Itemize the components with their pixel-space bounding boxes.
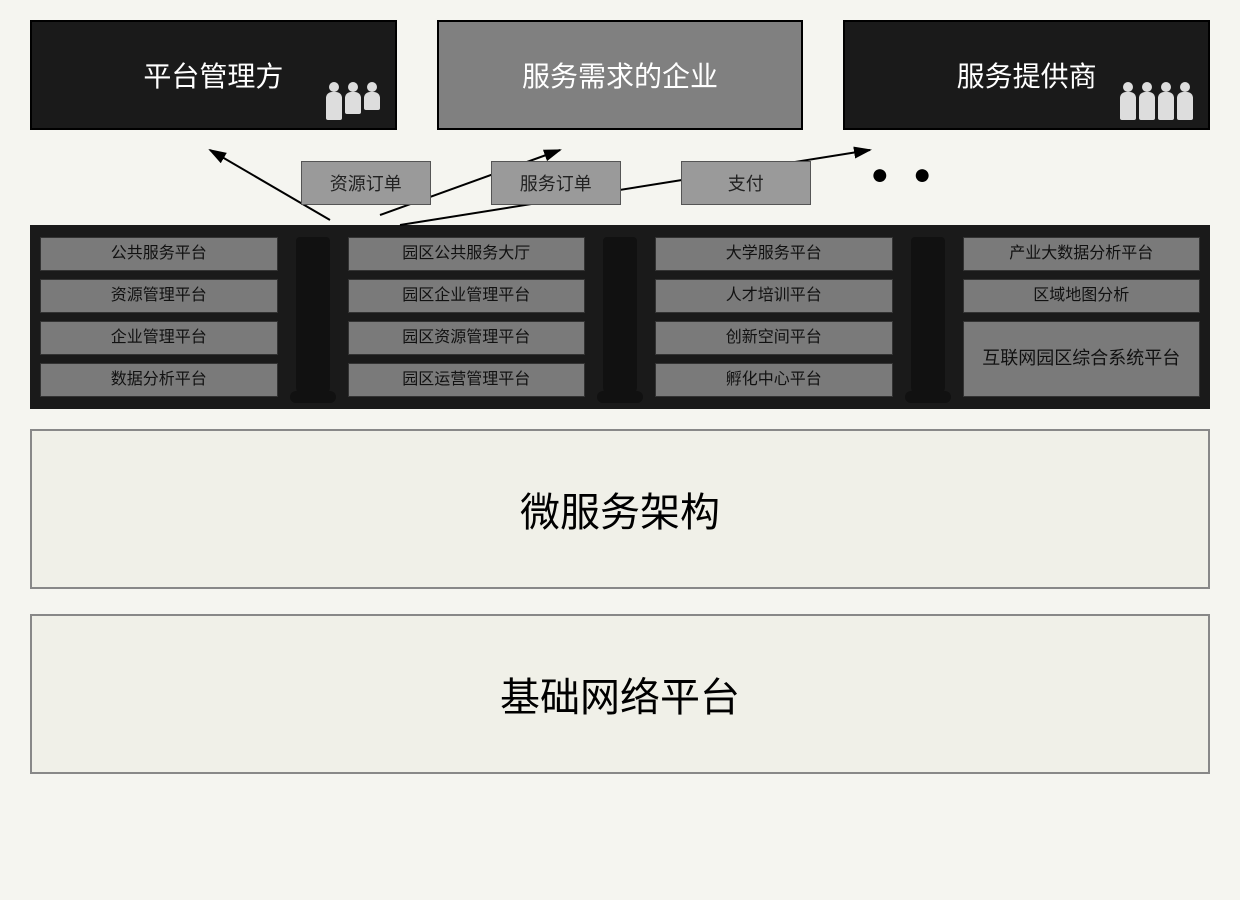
chip-resource-order: 资源订单	[301, 161, 431, 205]
layer-label: 基础网络平台	[500, 665, 740, 723]
platform-cell: 资源管理平台	[40, 279, 278, 313]
actor-service-provider: 服务提供商	[843, 20, 1210, 130]
platform-band: 公共服务平台 资源管理平台 企业管理平台 数据分析平台 园区公共服务大厅 园区企…	[30, 225, 1210, 409]
pillar-divider	[603, 237, 637, 397]
layer-network: 基础网络平台	[30, 614, 1210, 774]
platform-cell: 创新空间平台	[655, 321, 893, 355]
platform-cell: 企业管理平台	[40, 321, 278, 355]
actor-label: 平台管理方	[143, 55, 283, 95]
platform-cell: 园区公共服务大厅	[348, 237, 586, 271]
actor-label: 服务需求的企业	[522, 55, 718, 95]
actor-enterprise: 服务需求的企业	[437, 20, 804, 130]
platform-col-2: 园区公共服务大厅 园区企业管理平台 园区资源管理平台 园区运营管理平台	[348, 237, 586, 397]
layer-label: 微服务架构	[520, 480, 720, 538]
layer-microservice: 微服务架构	[30, 429, 1210, 589]
people-icon	[1120, 92, 1193, 120]
platform-cell: 园区资源管理平台	[348, 321, 586, 355]
ellipsis-icon: ● ●	[871, 158, 940, 192]
platform-cell: 区域地图分析	[963, 279, 1201, 313]
platform-cell: 产业大数据分析平台	[963, 237, 1201, 271]
platform-cell: 园区企业管理平台	[348, 279, 586, 313]
platform-cell: 公共服务平台	[40, 237, 278, 271]
platform-cell: 园区运营管理平台	[348, 363, 586, 397]
platform-cell: 数据分析平台	[40, 363, 278, 397]
platform-col-4: 产业大数据分析平台 区域地图分析 互联网园区综合系统平台	[963, 237, 1201, 397]
top-actors-row: 平台管理方 服务需求的企业 服务提供商	[30, 20, 1210, 130]
platform-cell: 人才培训平台	[655, 279, 893, 313]
chip-payment: 支付	[681, 161, 811, 205]
platform-col-1: 公共服务平台 资源管理平台 企业管理平台 数据分析平台	[40, 237, 278, 397]
platform-cell: 孵化中心平台	[655, 363, 893, 397]
platform-col-3: 大学服务平台 人才培训平台 创新空间平台 孵化中心平台	[655, 237, 893, 397]
platform-big-cell: 互联网园区综合系统平台	[963, 321, 1201, 397]
people-icon	[326, 92, 380, 120]
order-chips-row: 资源订单 服务订单 支付 ● ●	[30, 145, 1210, 205]
actor-label: 服务提供商	[957, 55, 1097, 95]
chip-service-order: 服务订单	[491, 161, 621, 205]
actor-platform-admin: 平台管理方	[30, 20, 397, 130]
pillar-divider	[296, 237, 330, 397]
pillar-divider	[911, 237, 945, 397]
platform-cell: 大学服务平台	[655, 237, 893, 271]
